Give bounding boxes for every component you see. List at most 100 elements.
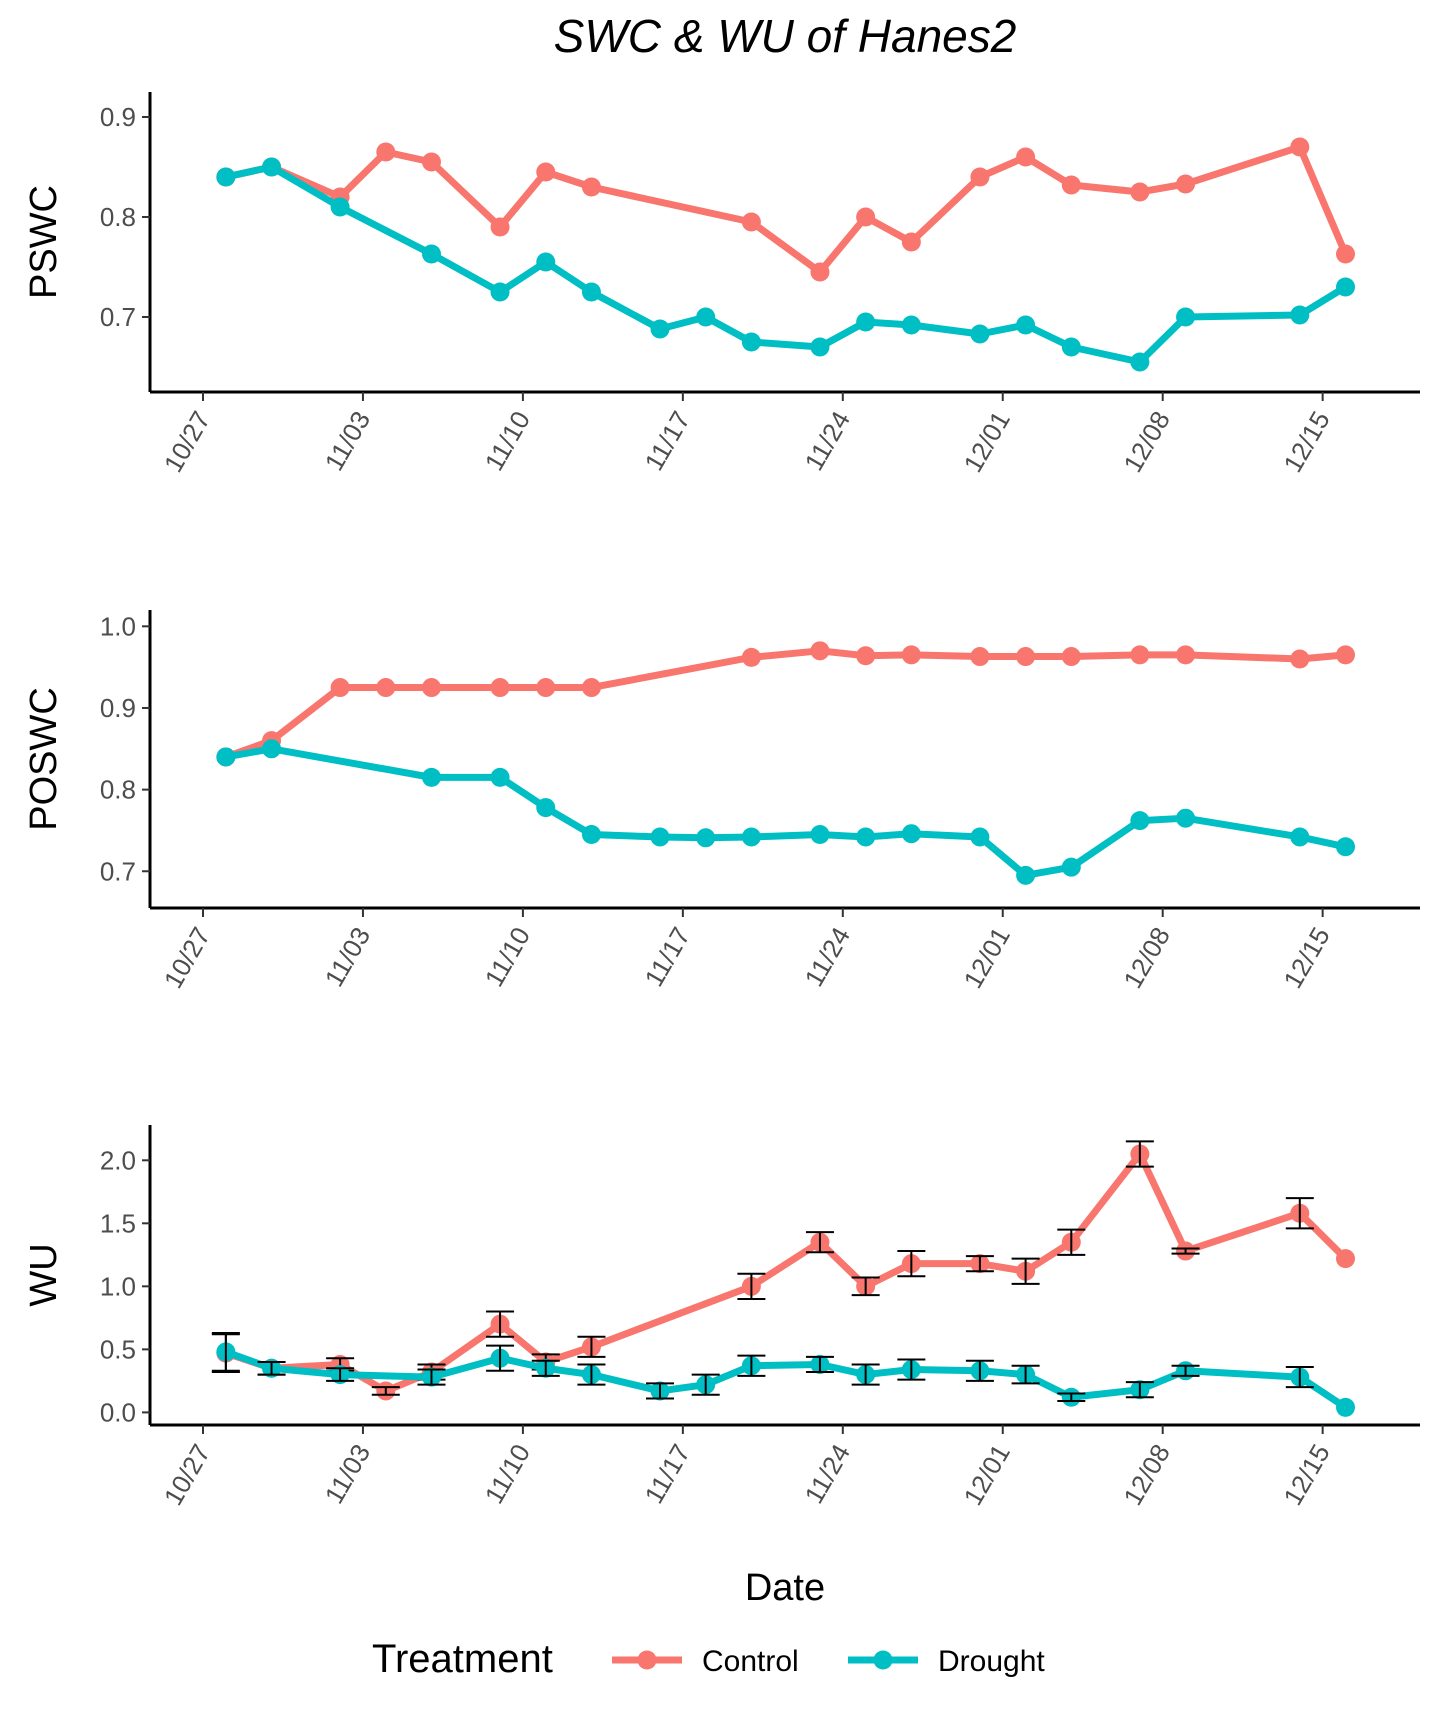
data-point xyxy=(650,319,670,339)
x-tick-label: 12/15 xyxy=(1277,406,1336,477)
x-tick-label: 10/27 xyxy=(158,406,217,477)
series-line xyxy=(225,163,1348,366)
data-point xyxy=(581,282,601,302)
y-tick-label: 1.0 xyxy=(100,1271,136,1301)
data-point xyxy=(490,767,510,787)
data-point xyxy=(1336,645,1355,665)
x-tick-label: 11/03 xyxy=(319,1439,377,1509)
x-tick-label: 12/15 xyxy=(1277,922,1336,993)
x-tick-label: 10/27 xyxy=(158,1439,217,1510)
error-bar xyxy=(417,1368,446,1386)
x-tick-label: 12/01 xyxy=(957,406,1016,477)
series-control xyxy=(211,1140,1355,1401)
data-point xyxy=(970,324,990,344)
data-point xyxy=(1336,1397,1355,1417)
data-point xyxy=(1061,857,1081,877)
error-bar xyxy=(965,1255,994,1273)
x-tick-label: 11/24 xyxy=(798,406,856,476)
series-line xyxy=(224,1150,1348,1395)
data-point xyxy=(1016,647,1036,667)
data-point xyxy=(1016,147,1036,167)
data-point xyxy=(536,252,556,272)
legend-label: Control xyxy=(702,1645,799,1678)
data-point xyxy=(1176,174,1196,194)
data-point xyxy=(810,641,830,661)
data-point xyxy=(1290,305,1310,325)
legend-swatch-point xyxy=(637,1650,657,1670)
error-bar xyxy=(486,1310,515,1338)
data-point xyxy=(1130,182,1150,202)
error-bar xyxy=(1125,1140,1154,1168)
error-bar xyxy=(1057,1392,1086,1403)
x-tick-label: 11/10 xyxy=(479,406,537,476)
y-tick-label: 2.0 xyxy=(100,1145,136,1175)
error-bar xyxy=(1011,1257,1040,1285)
data-point xyxy=(1061,337,1081,357)
x-tick-label: 11/24 xyxy=(798,922,856,992)
x-tick-label: 11/17 xyxy=(638,1439,696,1509)
data-point xyxy=(422,678,441,698)
x-tick-label: 11/24 xyxy=(798,1439,856,1509)
error-bar xyxy=(1171,1247,1200,1255)
y-tick-label: 0.8 xyxy=(100,202,136,232)
data-point xyxy=(422,767,441,787)
error-bar xyxy=(371,1386,400,1396)
data-point xyxy=(1176,307,1196,327)
data-point xyxy=(216,747,236,767)
panel-pswc: 0.7 0.8 0.9 10/27 11/03 11/10 11/17 11/24 12/01 1… xyxy=(23,92,1420,477)
data-point xyxy=(1336,837,1355,857)
data-point xyxy=(581,678,601,698)
data-point xyxy=(422,244,441,264)
data-point xyxy=(741,332,761,352)
panel-wu: 0.0 0.5 1.0 1.5 2.0 10/27 11/03 11/10 11/17 11/24… xyxy=(23,1125,1420,1609)
error-bar xyxy=(851,1363,880,1386)
data-point xyxy=(536,798,556,818)
error-bar xyxy=(1011,1364,1040,1385)
legend-item-control: Control xyxy=(612,1645,799,1678)
x-tick-label: 11/17 xyxy=(638,922,696,992)
error-bar xyxy=(805,1231,834,1254)
data-point xyxy=(810,337,830,357)
y-tick-label: 0.0 xyxy=(100,1397,136,1427)
data-point xyxy=(216,167,236,187)
data-point xyxy=(1016,865,1036,885)
x-tick-label: 11/03 xyxy=(319,922,377,992)
error-bar xyxy=(805,1355,834,1374)
data-point xyxy=(696,828,716,848)
x-tick-label: 12/01 xyxy=(957,1439,1016,1510)
data-point xyxy=(1061,647,1081,667)
error-bar xyxy=(1285,1197,1314,1230)
panel-poswc: 0.7 0.8 0.9 1.0 10/27 11/03 11/10 11/17 11/24 12/… xyxy=(23,610,1420,993)
data-point xyxy=(376,678,396,698)
error-bar xyxy=(531,1359,560,1377)
data-point xyxy=(696,307,716,327)
error-bar xyxy=(691,1373,720,1396)
y-tick-label: 1.0 xyxy=(100,611,136,641)
y-tick-label: 1.5 xyxy=(100,1208,136,1238)
error-bar xyxy=(326,1367,355,1382)
data-point xyxy=(901,824,921,844)
error-bar xyxy=(577,1363,606,1386)
data-point xyxy=(536,162,556,182)
data-point xyxy=(1061,175,1081,195)
data-point xyxy=(422,152,441,172)
data-point xyxy=(262,739,282,759)
data-point xyxy=(1130,811,1150,831)
data-point xyxy=(330,678,350,698)
error-bar xyxy=(851,1276,880,1297)
y-axis-label: PSWC xyxy=(23,185,65,299)
data-point xyxy=(490,217,510,237)
y-tick-label: 0.7 xyxy=(100,302,136,332)
data-point xyxy=(1016,315,1036,335)
series-drought xyxy=(216,739,1355,885)
data-point xyxy=(1290,649,1310,669)
data-point xyxy=(901,232,921,252)
data-point xyxy=(262,157,282,177)
y-tick-label: 0.5 xyxy=(100,1334,136,1364)
data-point xyxy=(741,647,761,667)
x-tick-label: 11/10 xyxy=(479,922,537,992)
data-point xyxy=(330,197,350,217)
data-point xyxy=(856,312,876,332)
x-tick-label: 10/27 xyxy=(158,922,217,993)
